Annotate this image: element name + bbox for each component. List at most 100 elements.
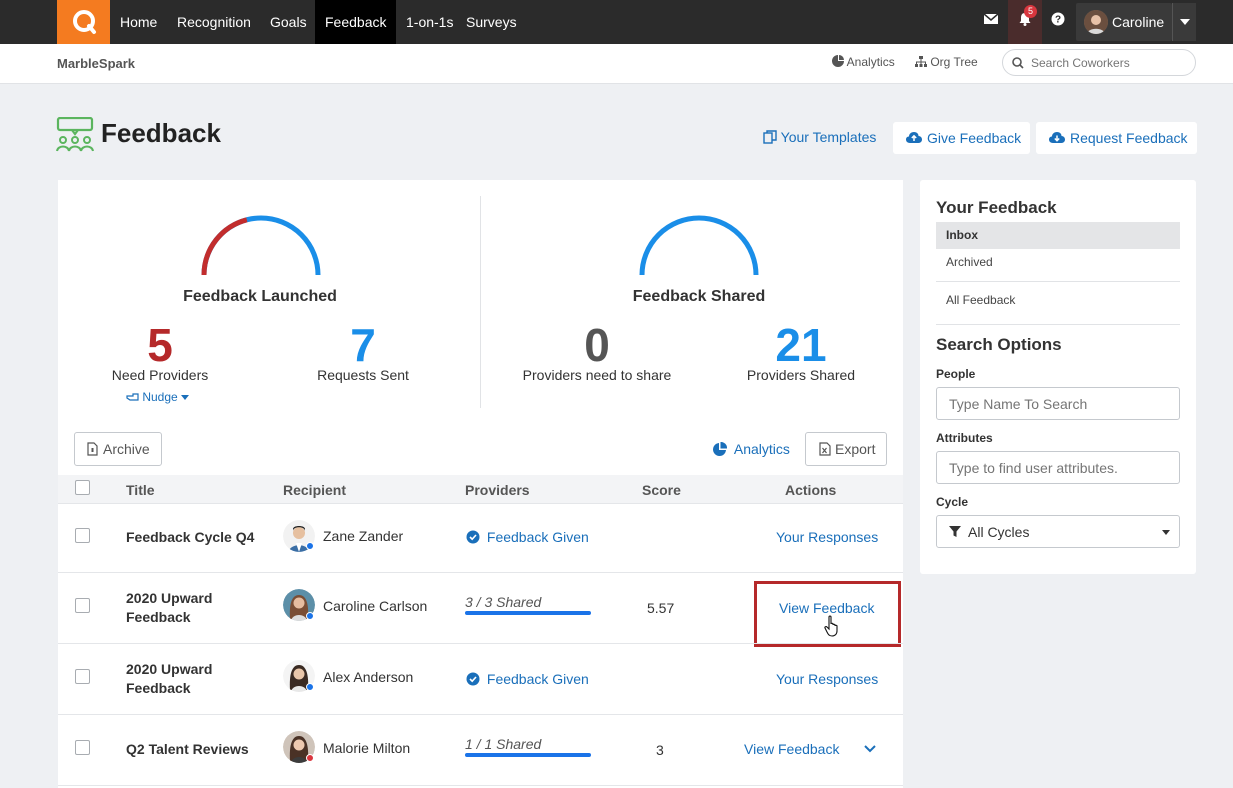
providers-status[interactable]: Feedback Given — [466, 671, 589, 687]
stats-divider — [480, 196, 481, 408]
need-share-count: 0 — [584, 319, 610, 371]
recipient-name[interactable]: Zane Zander — [323, 528, 404, 544]
search-coworkers-input[interactable] — [1031, 56, 1181, 70]
pie-chart-icon — [832, 55, 844, 67]
attributes-search-field[interactable] — [936, 451, 1180, 484]
copy-icon — [763, 130, 777, 144]
sidebar-divider — [936, 281, 1180, 282]
row-checkbox[interactable] — [75, 740, 90, 755]
nav-surveys[interactable]: Surveys — [466, 14, 517, 30]
nav-one-on-ones[interactable]: 1-on-1s — [406, 14, 454, 30]
archive-button[interactable]: Archive — [74, 432, 162, 466]
archive-file-icon — [87, 442, 98, 456]
export-button[interactable]: Export — [805, 432, 887, 466]
help-icon[interactable]: ? — [1048, 12, 1068, 32]
nav-goals[interactable]: Goals — [270, 14, 307, 30]
recipient-name[interactable]: Alex Anderson — [323, 669, 414, 685]
providers-status[interactable]: Feedback Given — [466, 529, 589, 545]
row-title[interactable]: Feedback Cycle Q4 — [126, 529, 255, 545]
request-feedback-label: Request Feedback — [1070, 130, 1188, 146]
row-checkbox[interactable] — [75, 528, 90, 543]
give-feedback-button[interactable]: Give Feedback — [893, 122, 1030, 154]
row-checkbox[interactable] — [75, 598, 90, 613]
org-tree-link[interactable]: Org Tree — [915, 55, 978, 69]
recipient-name[interactable]: Caroline Carlson — [323, 598, 428, 614]
sidebar-divider — [936, 324, 1180, 325]
analytics-link-label: Analytics — [846, 55, 895, 69]
table-analytics-link[interactable]: Analytics — [713, 441, 790, 457]
org-name[interactable]: MarbleSpark — [57, 56, 136, 71]
cycle-select[interactable]: All Cycles — [936, 515, 1180, 548]
row-checkbox[interactable] — [75, 669, 90, 684]
requests-sent-count: 7 — [350, 319, 376, 371]
user-name[interactable]: Caroline — [1112, 14, 1165, 30]
need-providers-count: 5 — [147, 319, 173, 371]
sidebar-item-archived[interactable]: Archived — [946, 255, 993, 269]
recipient-name[interactable]: Malorie Milton — [323, 740, 411, 756]
row-title-line-2: Feedback — [126, 609, 191, 625]
presence-indicator — [306, 754, 314, 762]
row-title[interactable]: 2020 Upward Feedback — [126, 589, 212, 627]
column-header-actions: Actions — [785, 482, 837, 498]
providers-shared-ratio: 3 / 3 Shared — [465, 594, 542, 610]
row-title-line-2: Feedback — [126, 680, 191, 696]
row-title-line-1: 2020 Upward — [126, 661, 213, 677]
feedback-shared-title: Feedback Shared — [632, 288, 766, 305]
check-circle-icon — [466, 672, 480, 686]
row-divider — [58, 785, 903, 786]
feedback-launched-title: Feedback Launched — [183, 288, 337, 305]
excel-file-icon — [819, 442, 831, 456]
view-feedback-link[interactable]: View Feedback — [744, 741, 840, 757]
attributes-label: Attributes — [936, 431, 993, 445]
row-divider — [58, 714, 903, 715]
cycle-label: Cycle — [936, 495, 969, 509]
providers-status-label: Feedback Given — [486, 529, 589, 545]
search-icon — [1012, 57, 1024, 69]
attributes-search-input[interactable] — [949, 460, 1169, 476]
nudge-button[interactable]: Nudge — [126, 390, 190, 404]
request-feedback-button[interactable]: Request Feedback — [1036, 122, 1197, 154]
mouse-pointer-hand-icon — [824, 615, 838, 637]
row-title[interactable]: Q2 Talent Reviews — [126, 741, 249, 757]
cloud-upload-icon — [906, 132, 922, 143]
row-divider — [58, 503, 903, 504]
nav-home[interactable]: Home — [120, 14, 158, 30]
user-menu-dropdown[interactable] — [1172, 3, 1196, 41]
sidebar-item-all-feedback[interactable]: All Feedback — [946, 293, 1016, 307]
nav-recognition[interactable]: Recognition — [177, 14, 251, 30]
your-responses-link[interactable]: Your Responses — [776, 671, 879, 687]
your-responses-link[interactable]: Your Responses — [776, 529, 879, 545]
your-feedback-heading: Your Feedback — [936, 198, 1057, 217]
highlight-box — [754, 581, 901, 647]
people-search-field[interactable] — [936, 387, 1180, 420]
caret-down-icon — [1180, 19, 1190, 25]
column-header-score[interactable]: Score — [642, 482, 681, 498]
column-header-title[interactable]: Title — [126, 482, 155, 498]
sidebar-item-inbox[interactable]: Inbox — [936, 222, 1180, 249]
people-search-input[interactable] — [949, 396, 1169, 412]
providers-shared-count: 21 — [775, 319, 827, 371]
feedback-people-icon — [56, 117, 94, 152]
nav-feedback[interactable]: Feedback — [315, 0, 396, 44]
providers-shared-label: Providers Shared — [746, 367, 856, 383]
your-templates-label: Your Templates — [780, 129, 877, 145]
analytics-link[interactable]: Analytics — [832, 55, 895, 69]
your-templates-link[interactable]: Your Templates — [763, 129, 876, 145]
search-options-heading: Search Options — [936, 335, 1062, 354]
feedback-shared-gauge — [639, 215, 759, 276]
table-analytics-label: Analytics — [733, 441, 790, 457]
notification-count-badge: 5 — [1024, 5, 1037, 18]
mail-icon[interactable] — [981, 12, 1001, 32]
row-title[interactable]: 2020 Upward Feedback — [126, 660, 212, 698]
chevron-down-icon[interactable] — [864, 745, 876, 753]
pie-chart-icon — [713, 441, 728, 456]
column-header-recipient[interactable]: Recipient — [283, 482, 347, 498]
view-feedback-link[interactable]: View Feedback — [779, 600, 875, 616]
caret-down-icon — [1162, 530, 1170, 535]
select-all-checkbox[interactable] — [75, 480, 90, 495]
table-header — [58, 475, 903, 503]
column-header-providers[interactable]: Providers — [465, 482, 530, 498]
app-logo[interactable] — [57, 0, 110, 44]
sitemap-icon — [915, 56, 927, 67]
search-coworkers-field[interactable] — [1002, 49, 1196, 76]
